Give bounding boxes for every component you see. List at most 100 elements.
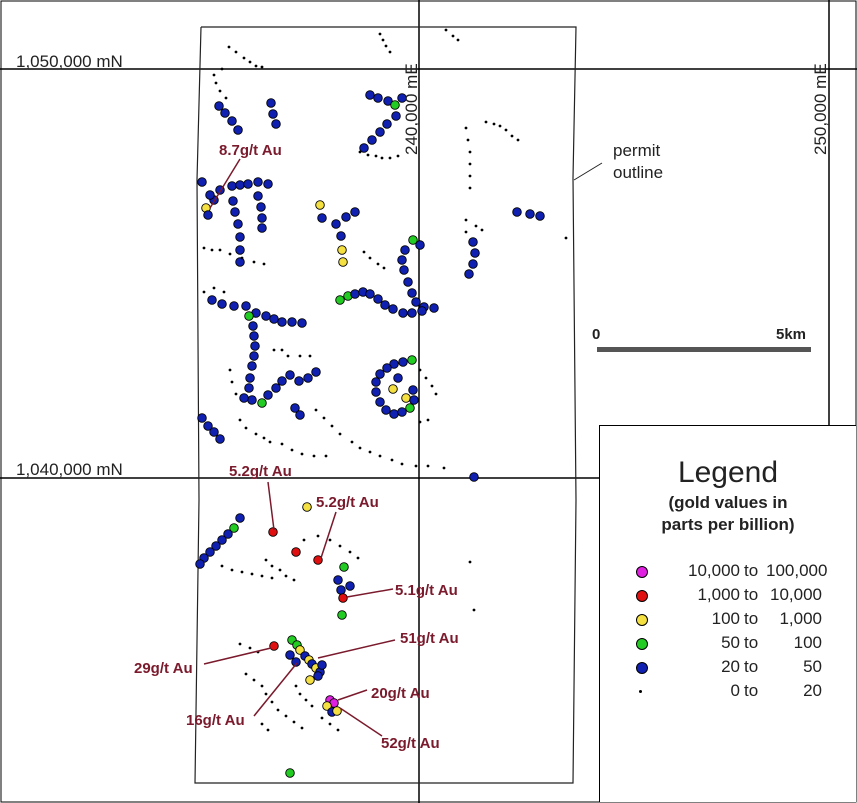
sample-point-low: [286, 354, 290, 358]
legend-range-upper: 20: [803, 681, 822, 700]
leader-a2: [267, 481, 275, 531]
sample-point-low: [228, 252, 232, 256]
sample-point-low: [472, 608, 476, 612]
sample-point: [397, 93, 407, 103]
sample-point-low: [338, 432, 342, 436]
sample-point-low: [464, 126, 468, 130]
sample-point: [247, 361, 257, 371]
sample-point: [305, 675, 315, 685]
sample-point-low: [324, 454, 328, 458]
sample-point-low: [328, 538, 332, 542]
sample-point: [257, 213, 267, 223]
legend-row: 50 to 100: [636, 632, 846, 654]
sample-point: [229, 301, 239, 311]
sample-point: [291, 547, 301, 557]
sample-point-low: [468, 150, 472, 154]
legend: Legend (gold values in parts per billion…: [599, 425, 856, 802]
sample-point: [285, 768, 295, 778]
sample-point-low: [280, 348, 284, 352]
sample-point-low: [230, 380, 234, 384]
sample-point: [400, 245, 410, 255]
legend-row: 1,000 to 10,000: [636, 584, 846, 606]
sample-point-low: [240, 256, 244, 260]
sample-point: [350, 289, 360, 299]
sample-point-low: [418, 420, 422, 424]
sample-point: [243, 179, 253, 189]
sample-point-low: [430, 384, 434, 388]
assay-label: 16g/t Au: [186, 712, 245, 729]
sample-point-low: [480, 228, 484, 232]
sample-point-low: [284, 574, 288, 578]
sample-point-low: [260, 65, 264, 69]
sample-point-low: [280, 442, 284, 446]
sample-point: [470, 248, 480, 258]
sample-point-low: [278, 568, 282, 572]
sample-point-low: [248, 60, 252, 64]
sample-point: [401, 393, 411, 403]
sample-point: [244, 311, 254, 321]
sample-point: [375, 369, 385, 379]
sample-point-low: [262, 262, 266, 266]
sample-point-low: [368, 256, 372, 260]
legend-symbol-icon: [636, 614, 648, 626]
sample-point: [429, 303, 439, 313]
assay-label: 5.2g/t Au: [316, 494, 379, 511]
sample-point-low: [468, 186, 472, 190]
sample-point-low: [298, 692, 302, 696]
sample-point: [227, 116, 237, 126]
sample-point-low: [381, 38, 385, 42]
sample-point-low: [374, 154, 378, 158]
sample-point-low: [498, 124, 502, 128]
sample-point-low: [378, 454, 382, 458]
sample-point: [407, 355, 417, 365]
sample-point: [388, 304, 398, 314]
sample-point: [253, 191, 263, 201]
sample-point-low: [384, 44, 388, 48]
sample-point: [407, 288, 417, 298]
legend-symbol-icon: [636, 638, 648, 650]
sample-point: [512, 207, 522, 217]
sample-point: [285, 370, 295, 380]
sample-point-low: [302, 538, 306, 542]
sample-point: [391, 111, 401, 121]
sample-point-low: [304, 698, 308, 702]
sample-point: [388, 384, 398, 394]
sample-point-low: [442, 466, 446, 470]
sample-point: [277, 376, 287, 386]
assay-label: 20g/t Au: [371, 685, 430, 702]
sample-point-low: [220, 67, 224, 71]
sample-point: [290, 403, 300, 413]
sample-point-low: [260, 684, 264, 688]
sample-point: [217, 299, 227, 309]
sample-point-low: [362, 250, 366, 254]
sample-point: [263, 179, 273, 189]
sample-point: [295, 410, 305, 420]
sample-point: [239, 393, 249, 403]
sample-point: [244, 383, 254, 393]
sample-point: [203, 210, 213, 220]
sample-point: [303, 373, 313, 383]
permit-outline: [194, 26, 577, 784]
scale-bar: [597, 347, 811, 352]
sample-point-low: [358, 446, 362, 450]
sample-point-low: [426, 464, 430, 468]
sample-point: [197, 413, 207, 423]
sample-point-low: [456, 38, 460, 42]
sample-point-low: [298, 354, 302, 358]
legend-range-upper: 1,000: [779, 609, 822, 628]
sample-point-low: [418, 368, 422, 372]
sample-point-low: [492, 122, 496, 126]
sample-point-low: [224, 96, 228, 100]
leader-a9: [339, 707, 383, 737]
sample-point-low: [510, 134, 514, 138]
sample-point: [227, 181, 237, 191]
sample-point: [337, 610, 347, 620]
sample-point: [235, 257, 245, 267]
sample-point: [195, 559, 205, 569]
sample-point: [336, 585, 346, 595]
legend-range-from: 50: [721, 633, 740, 652]
sample-point: [345, 581, 355, 591]
sample-point: [269, 641, 279, 651]
sample-point-low: [234, 50, 238, 54]
sample-point: [365, 90, 375, 100]
